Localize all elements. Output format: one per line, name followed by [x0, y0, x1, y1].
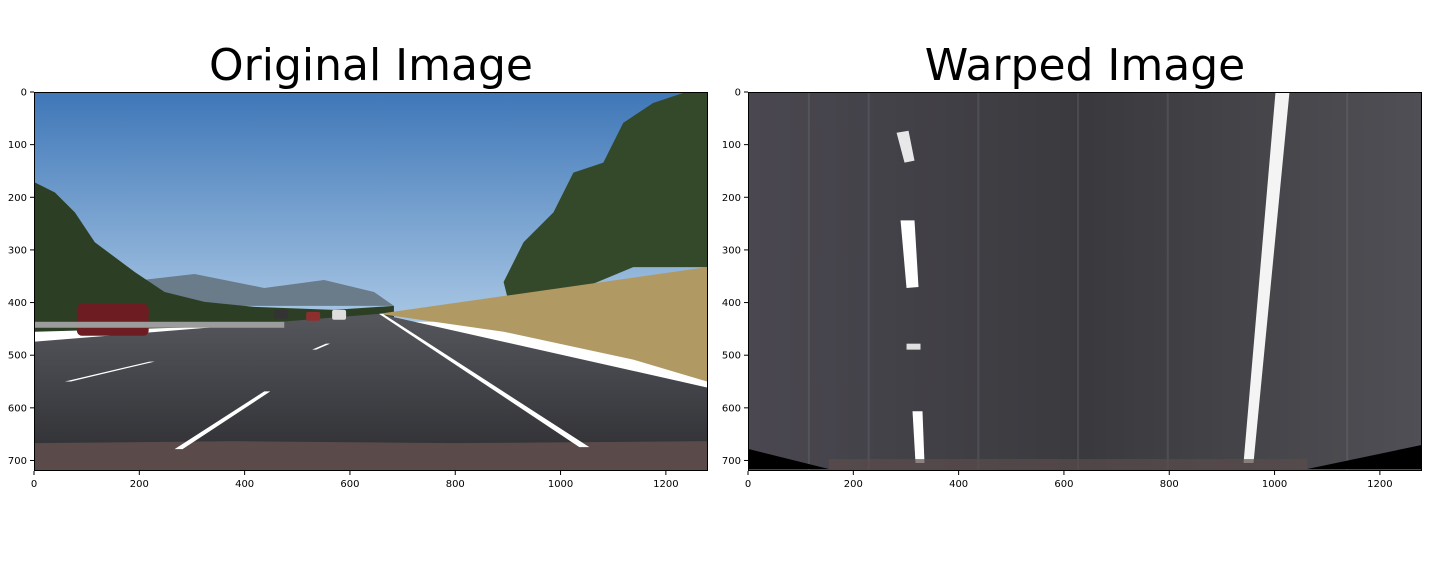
y-tick-label: 500	[8, 351, 27, 362]
x-tick-label: 200	[130, 479, 149, 490]
y-tick-label: 700	[8, 456, 27, 467]
warped-image-panel	[748, 92, 1422, 471]
y-tick-label: 700	[722, 456, 741, 467]
left-lane-dash-2	[64, 361, 155, 382]
original-image-panel	[34, 92, 708, 471]
warped-hood	[828, 459, 1308, 470]
y-tick-label: 400	[722, 298, 741, 309]
warped-right-lane-line	[1243, 93, 1290, 464]
y-tick-label: 100	[8, 140, 27, 151]
y-tick-label: 100	[722, 140, 741, 151]
far-car	[306, 311, 321, 321]
x-tick-label: 600	[340, 479, 359, 490]
x-tick-label: 1000	[1262, 479, 1287, 490]
warp-corner-left	[749, 449, 829, 470]
y-tick-label: 200	[722, 193, 741, 204]
x-tick-label: 1000	[548, 479, 573, 490]
y-tick-label: 600	[722, 403, 741, 414]
left-lane-dash-3	[312, 343, 331, 350]
x-tick-label: 800	[1160, 479, 1179, 490]
right-lane-line	[378, 313, 590, 448]
y-tick-label: 300	[8, 245, 27, 256]
y-tick-label: 500	[722, 351, 741, 362]
right-trees	[503, 93, 707, 322]
warped-left-lane-dash	[906, 343, 921, 350]
x-tick-label: 200	[844, 479, 863, 490]
grass-embankment	[378, 267, 707, 382]
x-tick-label: 600	[1054, 479, 1073, 490]
far-car	[332, 309, 347, 320]
warped-left-lane-dash	[912, 411, 925, 464]
original-road-photo	[35, 93, 707, 470]
y-tick-label: 300	[722, 245, 741, 256]
y-tick-label: 400	[8, 298, 27, 309]
guard-rail	[35, 321, 285, 328]
warped-road-surface	[749, 93, 1421, 470]
warped-left-lane-dash	[896, 130, 915, 163]
original-image-title: Original Image	[209, 40, 533, 91]
x-tick-label: 0	[31, 479, 37, 490]
x-tick-label: 800	[446, 479, 465, 490]
x-tick-label: 1200	[1367, 479, 1392, 490]
y-tick-label: 0	[21, 88, 27, 99]
far-car	[274, 309, 289, 319]
x-tick-label: 400	[949, 479, 968, 490]
left-lane-dash-1	[174, 391, 271, 450]
x-tick-label: 400	[235, 479, 254, 490]
warped-image-title: Warped Image	[924, 40, 1246, 91]
warped-road-photo	[749, 93, 1421, 470]
x-tick-label: 1200	[653, 479, 678, 490]
x-tick-label: 0	[745, 479, 751, 490]
red-suv	[76, 303, 149, 336]
car-hood	[35, 441, 707, 470]
warped-left-lane-dash	[900, 220, 919, 288]
y-tick-label: 0	[735, 88, 741, 99]
y-tick-label: 200	[8, 193, 27, 204]
left-trees	[35, 182, 394, 332]
y-tick-label: 600	[8, 403, 27, 414]
